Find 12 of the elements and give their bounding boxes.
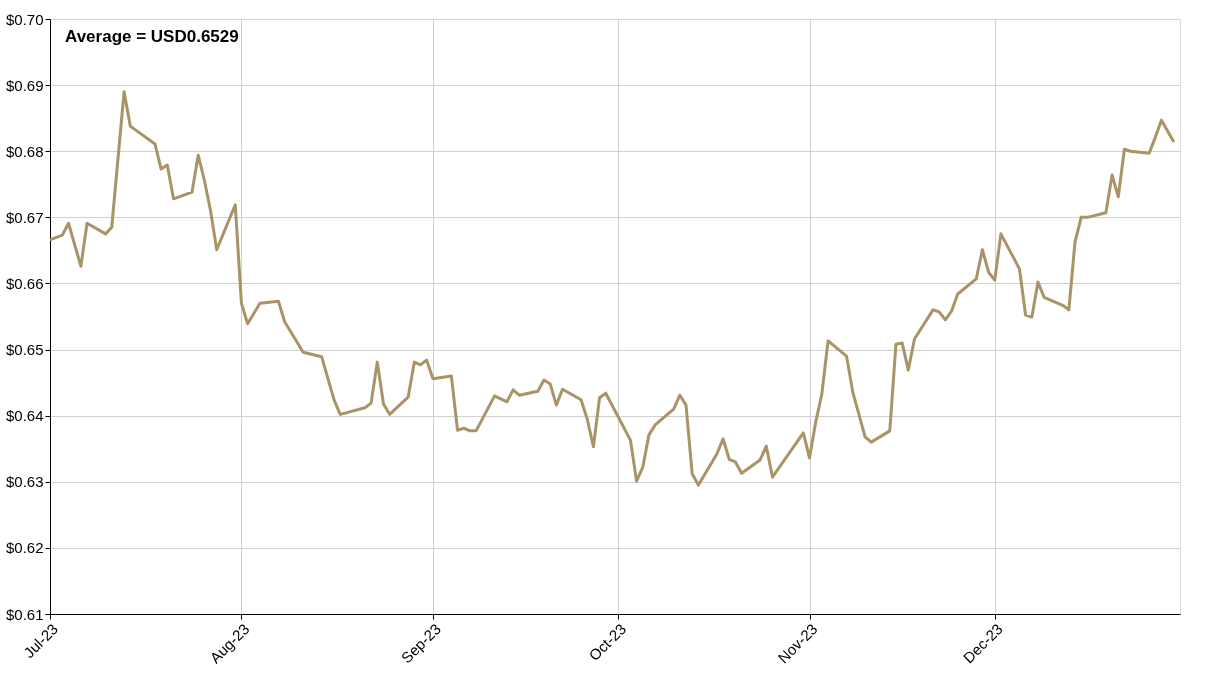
y-tick-label: $0.61 <box>5 605 44 623</box>
annotation: Average = USD0.6529 <box>65 27 239 46</box>
y-tick-label: $0.65 <box>5 341 44 359</box>
y-tick-label: $0.67 <box>5 208 44 226</box>
y-tick-label: $0.69 <box>5 76 44 94</box>
line-series <box>48 90 1176 487</box>
y-tick-label: $0.63 <box>5 473 44 491</box>
y-tick-label: $0.62 <box>5 539 44 557</box>
y-tick-label: $0.70 <box>5 10 44 28</box>
y-tick-label: $0.66 <box>5 274 44 292</box>
y-tick-label: $0.68 <box>5 142 44 160</box>
y-tick-label: $0.64 <box>5 407 44 425</box>
